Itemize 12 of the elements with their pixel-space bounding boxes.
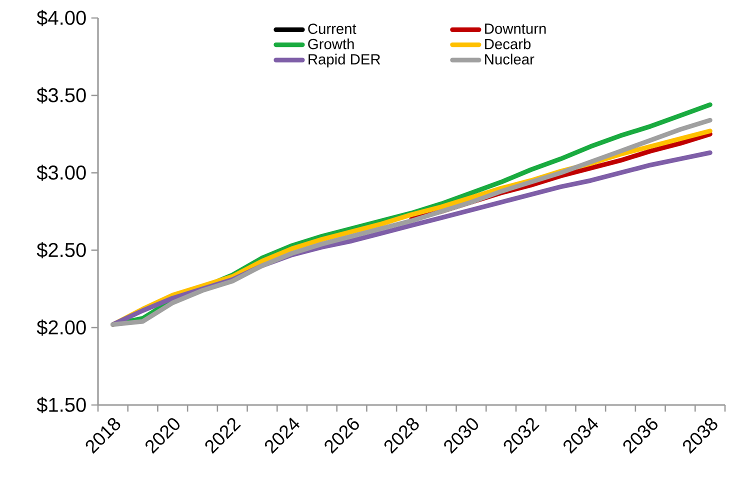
legend-label: Nuclear: [485, 54, 534, 65]
y-tick-label: $2.50: [36, 242, 86, 258]
y-tick-label: $3.50: [36, 87, 86, 104]
y-tick-label: $1.50: [36, 396, 86, 414]
y-tick-label: $3.00: [36, 164, 86, 181]
legend-label: Rapid DER: [308, 54, 380, 68]
y-tick-label: $4.00: [36, 10, 86, 26]
legend-label: Downturn: [485, 24, 546, 34]
y-tick-label: $2.00: [36, 319, 86, 336]
legend-label: Growth: [308, 38, 354, 50]
legend-label: Current: [308, 24, 356, 34]
legend-label: Decarb: [485, 38, 531, 50]
